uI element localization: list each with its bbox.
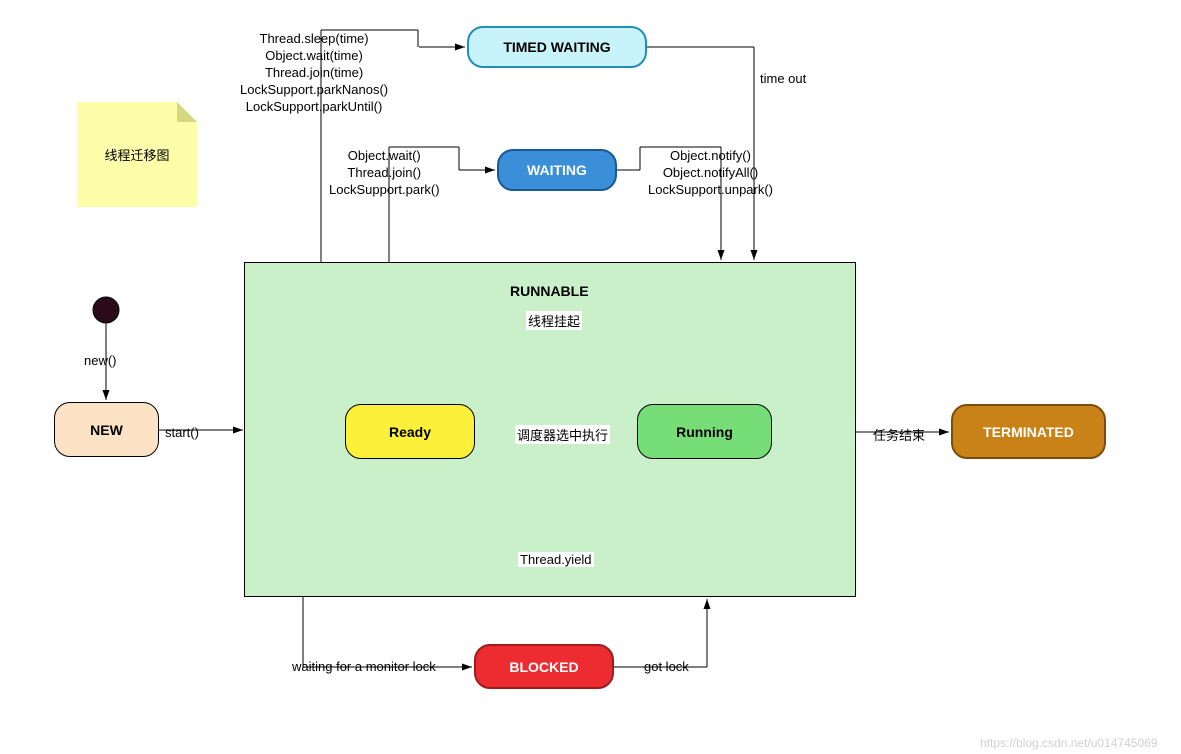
state-timed-label: TIMED WAITING	[503, 39, 610, 55]
label-wait-list: Object.wait() Thread.join() LockSupport.…	[329, 147, 440, 198]
sticky-label: 线程迁移图	[104, 145, 169, 164]
sticky-fold	[177, 102, 197, 122]
initial-node	[93, 297, 119, 323]
label-sleep-list: Thread.sleep(time) Object.wait(time) Thr…	[240, 30, 388, 115]
label-task-end: 任务结束	[873, 425, 925, 444]
state-ready-label: Ready	[389, 424, 431, 440]
state-timed-waiting: TIMED WAITING	[467, 26, 647, 68]
state-waiting: WAITING	[497, 149, 617, 191]
label-got-lock: got lock	[644, 659, 689, 674]
state-terminated: TERMINATED	[951, 404, 1106, 459]
label-time-out: time out	[760, 71, 806, 86]
state-blocked: BLOCKED	[474, 644, 614, 689]
state-running: Running	[637, 404, 772, 459]
label-notify-list: Object.notify() Object.notifyAll() LockS…	[648, 147, 773, 198]
sticky-note: 线程迁移图	[77, 102, 197, 207]
label-wait-monitor: waiting for a monitor lock	[292, 659, 436, 674]
state-new-label: NEW	[90, 422, 123, 438]
state-ready: Ready	[345, 404, 475, 459]
label-yield: Thread.yield	[518, 552, 594, 567]
state-terminated-label: TERMINATED	[983, 424, 1074, 440]
label-suspend: 线程挂起	[526, 311, 582, 330]
label-new-call: new()	[84, 353, 117, 368]
state-waiting-label: WAITING	[527, 162, 587, 178]
state-blocked-label: BLOCKED	[509, 659, 578, 675]
label-start-call: start()	[165, 425, 199, 440]
state-new: NEW	[54, 402, 159, 457]
state-running-label: Running	[676, 424, 733, 440]
watermark: https://blog.csdn.net/u014745069	[980, 736, 1157, 750]
runnable-title: RUNNABLE	[510, 283, 589, 299]
label-scheduled: 调度器选中执行	[515, 425, 610, 444]
